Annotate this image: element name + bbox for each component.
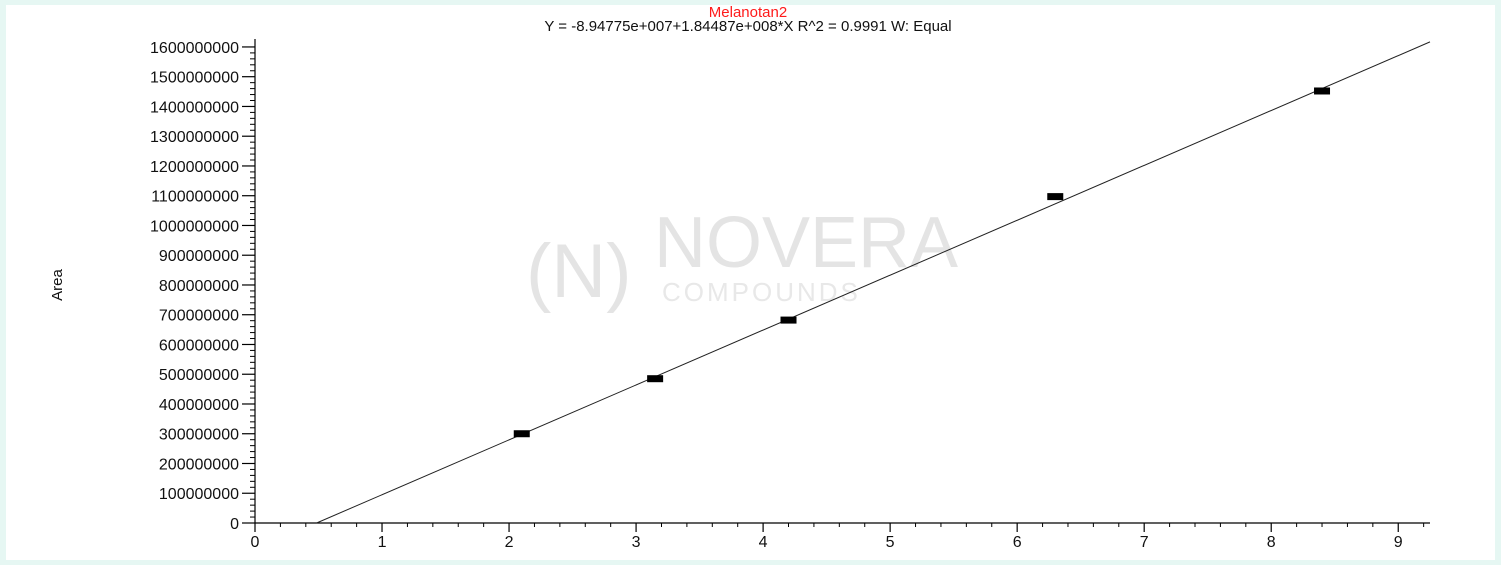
regression-line: [316, 41, 1431, 524]
y-tick-label: 0: [230, 516, 239, 533]
y-tick-label: 100000000: [159, 486, 239, 503]
x-tick-label: 1: [378, 534, 387, 551]
calibration-chart: (N) NOVERA COMPOUNDS Melanotan2 Y = -8.9…: [49, 5, 1431, 551]
y-tick-label: 600000000: [159, 337, 239, 354]
fit-layer: [316, 41, 1431, 524]
y-tick-label: 400000000: [159, 397, 239, 414]
y-tick-label: 500000000: [159, 367, 239, 384]
x-tick-label: 4: [759, 534, 768, 551]
y-axis-label: Area: [49, 269, 66, 301]
y-tick-label: 1400000000: [150, 99, 239, 116]
watermark-subtitle: COMPOUNDS: [662, 277, 861, 307]
y-tick-label: 1200000000: [150, 159, 239, 176]
x-tick-label: 5: [886, 534, 895, 551]
y-tick-label: 1600000000: [150, 40, 239, 57]
y-tick-label: 1000000000: [150, 218, 239, 235]
watermark-name: NOVERA: [654, 203, 958, 283]
data-point: [1047, 193, 1064, 201]
y-tick-label: 1500000000: [150, 70, 239, 87]
watermark: (N) NOVERA COMPOUNDS: [526, 203, 958, 314]
watermark-mark: (N): [526, 229, 632, 314]
y-tick-label: 200000000: [159, 456, 239, 473]
y-tick-label: 1100000000: [151, 189, 239, 206]
y-tick-label: 800000000: [159, 278, 239, 295]
axes: 0 100000000 200000000 300000000 400000000 500…: [150, 39, 1430, 551]
x-tick-label: 6: [1013, 534, 1022, 551]
x-tick-label: 0: [251, 534, 260, 551]
x-tick-label: 7: [1140, 534, 1149, 551]
y-tick-label: 300000000: [159, 427, 239, 444]
x-tick-label: 9: [1394, 534, 1403, 551]
y-tick-label: 900000000: [159, 248, 239, 265]
chart-subtitle: Y = -8.94775e+007+1.84487e+008*X R^2 = 0…: [544, 18, 951, 35]
data-points: [513, 87, 1331, 438]
data-point: [647, 375, 664, 383]
x-tick-label: 2: [505, 534, 514, 551]
y-tick-label: 700000000: [159, 308, 239, 325]
data-point: [1314, 87, 1331, 95]
x-tick-label: 8: [1267, 534, 1276, 551]
y-tick-label: 1300000000: [150, 129, 239, 146]
data-point: [513, 430, 530, 438]
data-point: [780, 316, 797, 324]
x-tick-label: 3: [632, 534, 641, 551]
chart-title: Melanotan2: [709, 5, 787, 21]
chart-frame: (N) NOVERA COMPOUNDS Melanotan2 Y = -8.9…: [6, 5, 1495, 560]
